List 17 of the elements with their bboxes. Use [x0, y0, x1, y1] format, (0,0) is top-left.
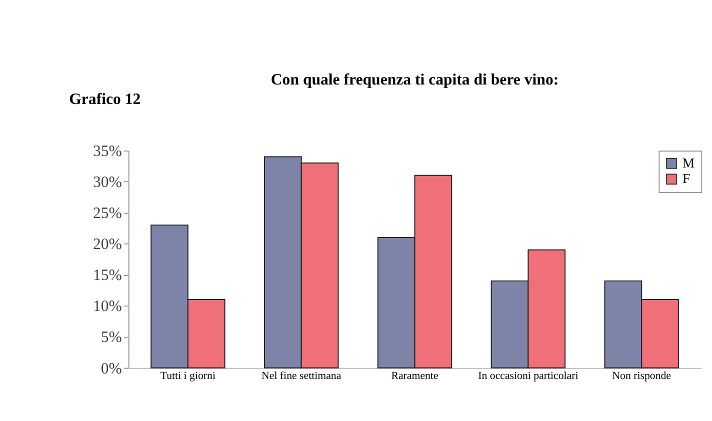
x-tick-label: In occasioni particolari: [478, 370, 578, 382]
y-tick-label: 15%: [92, 267, 122, 284]
legend-label: F: [682, 171, 690, 186]
x-tick-label: Nel fine settimana: [262, 370, 342, 382]
chart-title: Con quale frequenza ti capita di bere vino:: [270, 71, 559, 88]
y-tick-label: 35%: [92, 143, 122, 160]
y-tick-label: 20%: [92, 236, 122, 254]
x-tick-label: Tutti i giorni: [160, 370, 216, 382]
x-tick-label: Non risponde: [612, 370, 672, 382]
y-tick-label: 5%: [100, 329, 122, 346]
x-tick-label: Raramente: [391, 370, 438, 382]
y-tick-label: 10%: [92, 298, 122, 316]
y-tick-label: 25%: [92, 205, 122, 222]
legend-label: M: [682, 155, 695, 170]
text: Grafico 12: [69, 91, 141, 108]
y-tick-label: 30%: [92, 174, 122, 192]
y-tick-label: 0%: [100, 360, 122, 378]
